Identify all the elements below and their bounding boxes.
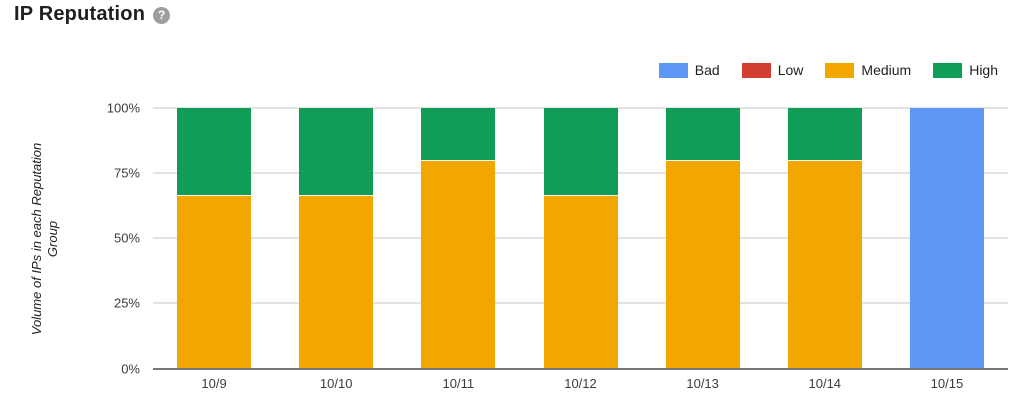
x-axis-label: 10/10 xyxy=(319,376,353,391)
bar-segment-high[interactable] xyxy=(787,108,862,160)
plot-area: 10/9 10/10 10/11 10/12 10/13 10/14 10/15 xyxy=(153,107,1008,391)
legend-swatch-high-icon xyxy=(933,62,963,78)
x-axis-label: 10/13 xyxy=(686,376,719,391)
y-tick-label: 25% xyxy=(113,295,140,311)
bar-segment-medium[interactable] xyxy=(177,194,252,368)
bar-segment-bad[interactable] xyxy=(909,108,984,368)
legend-label-low: Low xyxy=(777,62,804,78)
legend-label-bad: Bad xyxy=(694,62,720,78)
legend-item-low[interactable]: Low xyxy=(741,62,804,78)
x-axis-label: 10/9 xyxy=(201,376,227,391)
bar-segment-medium[interactable] xyxy=(543,194,618,368)
bar-segment-medium[interactable] xyxy=(787,160,862,368)
y-tick-label: 100% xyxy=(106,100,140,116)
bar-segment-medium[interactable] xyxy=(665,160,740,368)
legend-item-bad[interactable]: Bad xyxy=(658,62,720,78)
legend-swatch-low-icon xyxy=(741,62,771,78)
bar-segment-high[interactable] xyxy=(177,108,252,195)
bar-segment-high[interactable] xyxy=(543,108,618,195)
panel-header: IP Reputation ? xyxy=(14,3,171,26)
y-axis-ticks: 0% 25% 50% 75% 100% xyxy=(0,101,140,377)
x-axis-label: 10/11 xyxy=(442,376,475,391)
bar-segment-medium[interactable] xyxy=(299,194,374,368)
help-icon[interactable]: ? xyxy=(153,7,171,24)
gridline xyxy=(153,107,1008,109)
panel-title: IP Reputation xyxy=(14,3,146,25)
legend-item-high[interactable]: High xyxy=(933,62,998,78)
chart-legend: Bad Low Medium High xyxy=(658,62,998,78)
y-tick-label: 50% xyxy=(113,230,140,246)
bar-segment-high[interactable] xyxy=(421,108,496,160)
y-tick-label: 0% xyxy=(121,361,140,377)
legend-swatch-medium-icon xyxy=(825,62,855,78)
legend-label-high: High xyxy=(969,62,998,78)
x-axis-label: 10/15 xyxy=(930,376,964,391)
bar-segment-medium[interactable] xyxy=(421,160,496,368)
bar-segment-high[interactable] xyxy=(665,108,740,160)
legend-label-medium: Medium xyxy=(861,62,912,78)
legend-item-medium[interactable]: Medium xyxy=(825,62,911,78)
y-tick-label: 75% xyxy=(113,165,140,181)
x-axis-label: 10/14 xyxy=(808,376,842,391)
x-axis-baseline xyxy=(153,368,1008,370)
x-axis-label: 10/12 xyxy=(564,376,597,391)
bar-segment-high[interactable] xyxy=(299,108,374,195)
legend-swatch-bad-icon xyxy=(658,62,688,78)
